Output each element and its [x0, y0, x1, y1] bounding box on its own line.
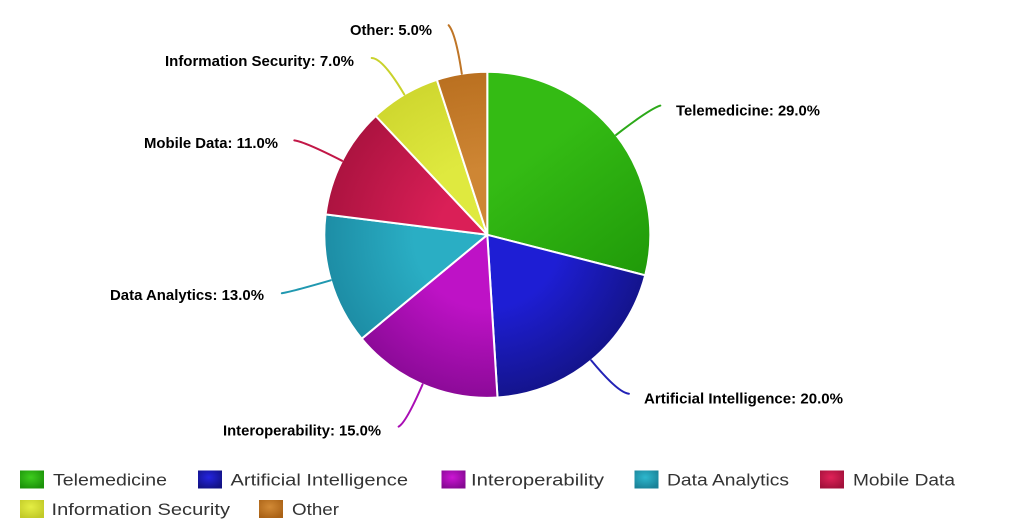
svg-text:Mobile Data: Mobile Data — [853, 471, 956, 490]
svg-text:Data Analytics: 13.0%: Data Analytics: 13.0% — [110, 287, 264, 304]
svg-text:Information Security: 7.0%: Information Security: 7.0% — [165, 53, 354, 70]
svg-text:Data Analytics: Data Analytics — [667, 471, 789, 490]
svg-text:Telemedicine: 29.0%: Telemedicine: 29.0% — [676, 103, 820, 120]
svg-text:Mobile Data: 11.0%: Mobile Data: 11.0% — [144, 135, 278, 152]
svg-text:Other: 5.0%: Other: 5.0% — [350, 22, 432, 39]
svg-text:Other: Other — [292, 500, 339, 519]
svg-text:Information Security: Information Security — [52, 500, 231, 519]
svg-text:Artificial Intelligence: 20.0%: Artificial Intelligence: 20.0% — [644, 391, 843, 408]
svg-text:Artificial Intelligence: Artificial Intelligence — [231, 471, 409, 490]
svg-text:Telemedicine: Telemedicine — [53, 471, 167, 490]
svg-text:Interoperability: 15.0%: Interoperability: 15.0% — [223, 423, 381, 440]
svg-text:Interoperability: Interoperability — [471, 471, 605, 490]
